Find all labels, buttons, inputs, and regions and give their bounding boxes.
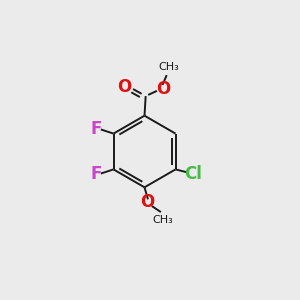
Text: O: O: [117, 78, 131, 96]
Text: F: F: [91, 165, 102, 183]
Text: Cl: Cl: [184, 165, 202, 183]
Text: F: F: [91, 120, 102, 138]
Text: CH₃: CH₃: [158, 62, 179, 72]
Text: O: O: [156, 80, 170, 98]
Text: O: O: [140, 193, 154, 211]
Text: CH₃: CH₃: [153, 214, 173, 225]
